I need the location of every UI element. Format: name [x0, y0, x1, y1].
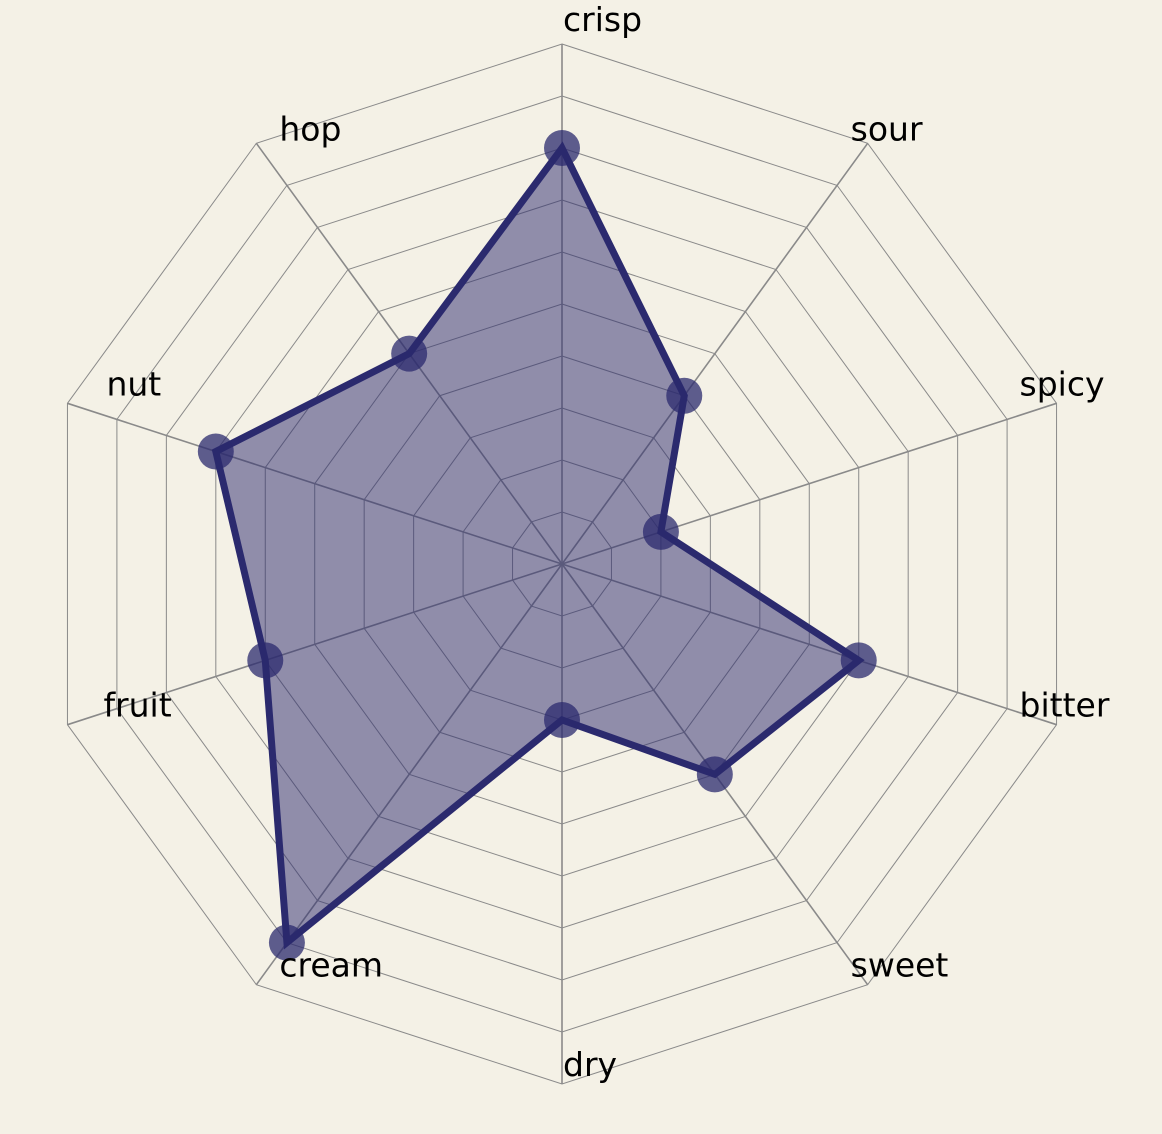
data-point-dry — [544, 702, 580, 738]
data-point-crisp — [544, 130, 580, 166]
axis-label-sour: sour — [851, 109, 923, 148]
axis-label-dry: dry — [563, 1045, 617, 1084]
axis-label-sweet: sweet — [851, 946, 949, 985]
axis-label-hop: hop — [279, 109, 341, 148]
data-point-hop — [391, 335, 428, 372]
axis-label-nut: nut — [106, 364, 161, 403]
radar-series — [197, 130, 877, 961]
data-point-bitter — [840, 642, 877, 679]
axis-label-spicy: spicy — [1020, 364, 1105, 403]
data-point-cream — [268, 924, 305, 961]
data-point-nut — [197, 433, 234, 470]
series-area — [211, 141, 865, 950]
axis-label-bitter: bitter — [1020, 686, 1110, 725]
data-point-fruit — [247, 642, 284, 679]
axis-label-cream: cream — [279, 946, 383, 985]
data-point-sour — [666, 377, 703, 414]
data-point-sweet — [696, 756, 733, 793]
axis-labels: crisp sour spicy bitter sweet dry cream fruit nu… — [103, 0, 1109, 1084]
axis-label-crisp: crisp — [563, 0, 642, 39]
axis-label-fruit: fruit — [103, 686, 171, 725]
data-point-spicy — [642, 513, 679, 550]
